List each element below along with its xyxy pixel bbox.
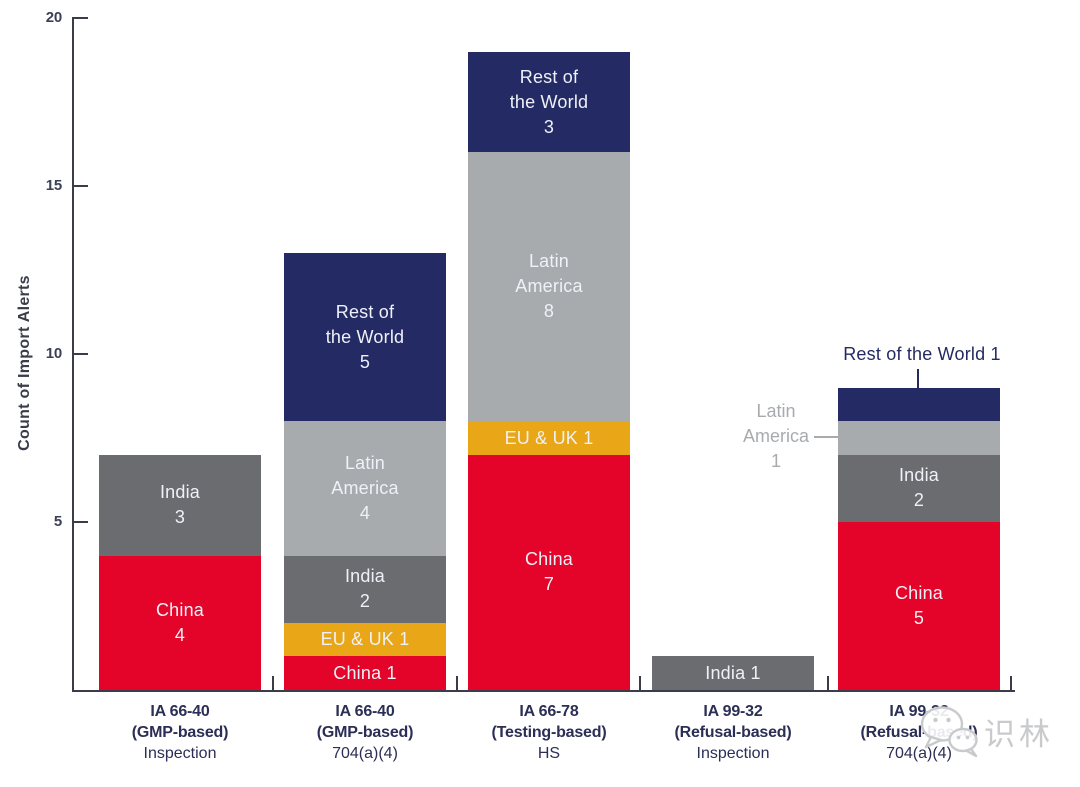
x-tick (827, 676, 829, 690)
bar-segment-china: China 7 (468, 454, 630, 690)
callout-latin-america-line2: America (742, 426, 809, 446)
bar-segment-india: India 3 (99, 454, 261, 556)
bar-segment-china: China 1 (284, 656, 446, 690)
y-tick-label: 10 (45, 345, 62, 362)
callout-latin-america: Latin America 1 (716, 399, 836, 474)
y-tick-label: 15 (45, 177, 62, 194)
x-tick (456, 676, 458, 690)
callout-rest-of-world-connector (917, 369, 919, 389)
watermark-text: 识林 (984, 717, 1054, 752)
y-axis-line (72, 17, 74, 692)
category-label: IA 66-40 (GMP-based) Inspection (131, 703, 229, 762)
segment-label: India 3 (159, 482, 201, 528)
y-tick-label: 5 (53, 513, 62, 530)
wechat-chat-bubbles-icon (918, 703, 982, 766)
callout-latin-america-connector (814, 436, 838, 438)
segment-label: China 1 (333, 662, 397, 683)
segment-label: China 7 (524, 549, 574, 595)
callout-rest-of-world: Rest of the World 1 (843, 344, 1001, 364)
y-tick (74, 353, 88, 355)
x-tick (1010, 676, 1012, 690)
x-axis-line (72, 690, 1015, 692)
bar-segment-latin-america (838, 421, 1000, 455)
y-tick-label: 20 (45, 9, 62, 26)
category-label: IA 99-32 (Refusal-based) Inspection (674, 703, 792, 762)
x-tick (639, 676, 641, 690)
category-label: IA 66-78 (Testing-based) HS (491, 703, 607, 762)
y-tick (74, 185, 88, 187)
y-tick (74, 521, 88, 523)
bar-segment-eu-uk: EU & UK 1 (284, 622, 446, 657)
bar-segment-china: China 5 (838, 522, 1000, 690)
x-tick (272, 676, 274, 690)
category-label: IA 66-40 (GMP-based) 704(a)(4) (316, 703, 414, 762)
segment-label: China 5 (894, 583, 944, 628)
y-tick (74, 17, 88, 19)
bar-segment-india: India 1 (652, 656, 814, 690)
segment-label: China 4 (155, 599, 205, 645)
bar-segment-latin-america: Latin America 4 (284, 421, 446, 556)
watermark: 识林 (918, 703, 1054, 766)
segment-label: Latin America 4 (331, 452, 399, 523)
segment-label: Latin America 8 (515, 251, 583, 322)
callout-latin-america-line1: Latin (756, 401, 796, 421)
segment-label: India 2 (898, 465, 940, 511)
bar-segment-rest-of-the-world: Rest of the World 3 (468, 51, 630, 153)
segment-label: EU & UK 1 (320, 629, 410, 650)
bar-segment-rest-of-the-world: Rest of the World 5 (284, 253, 446, 422)
bar-segment-india: India 2 (838, 454, 1000, 522)
callout-latin-america-line3: 1 (770, 451, 781, 471)
segment-label: Rest of the World 5 (325, 301, 405, 372)
segment-label: EU & UK 1 (504, 427, 594, 448)
y-axis-title: Count of Import Alerts (16, 275, 33, 451)
bar-segment-rest-of-the-world (838, 387, 1000, 422)
bar-segment-eu-uk: EU & UK 1 (468, 421, 630, 455)
bar-segment-china: China 4 (99, 555, 261, 690)
segment-label: India 2 (344, 566, 386, 612)
segment-label: India 1 (705, 662, 761, 683)
bar-segment-latin-america: Latin America 8 (468, 152, 630, 422)
segment-label: Rest of the World 3 (509, 66, 589, 137)
bar-segment-india: India 2 (284, 555, 446, 623)
